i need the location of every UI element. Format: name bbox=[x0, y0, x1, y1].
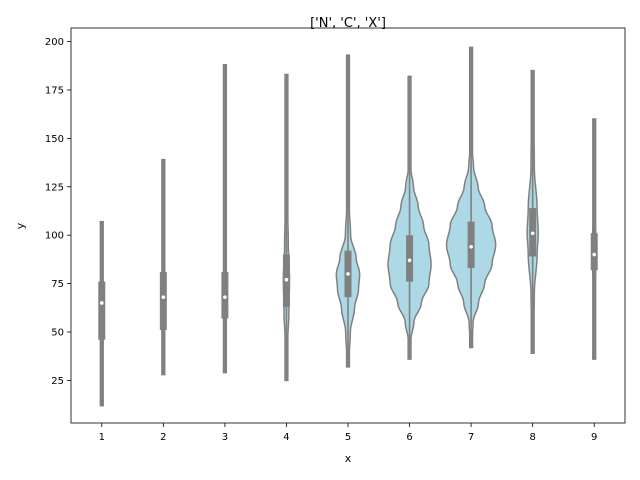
y-tick-label: 25 bbox=[51, 376, 64, 387]
x-tick-label: 7 bbox=[468, 432, 474, 443]
x-tick-label: 1 bbox=[99, 432, 105, 443]
x-tick-label: 4 bbox=[283, 432, 289, 443]
violin-iqr-box bbox=[467, 221, 475, 269]
x-axis-label: x bbox=[345, 452, 352, 465]
x-tick-label: 8 bbox=[529, 432, 535, 443]
violins-group bbox=[98, 46, 598, 407]
y-tick-label: 175 bbox=[45, 85, 64, 96]
y-axis-label: y bbox=[14, 222, 27, 229]
violin-iqr-box bbox=[406, 235, 414, 282]
violin-median bbox=[99, 301, 104, 305]
violin-iqr-box bbox=[221, 271, 229, 319]
y-tick-label: 75 bbox=[51, 279, 64, 290]
y-tick-label: 200 bbox=[45, 37, 64, 48]
y-tick-label: 125 bbox=[45, 182, 64, 193]
violin-median bbox=[161, 295, 166, 299]
violin-iqr-box bbox=[590, 233, 598, 271]
violin-median bbox=[407, 258, 412, 263]
x-tick-label: 5 bbox=[345, 432, 351, 443]
chart-title: ['N', 'C', 'X'] bbox=[310, 16, 386, 31]
x-tick-label: 2 bbox=[160, 432, 166, 443]
x-tick-label: 6 bbox=[406, 432, 412, 443]
x-axis: 1 2 3 4 5 6 7 8 9 bbox=[99, 423, 597, 443]
violin-median bbox=[346, 272, 350, 276]
violin-median bbox=[284, 277, 289, 282]
y-tick-label: 100 bbox=[45, 231, 64, 242]
y-tick-label: 50 bbox=[51, 327, 64, 338]
violin-iqr-box bbox=[98, 281, 106, 340]
x-tick-label: 3 bbox=[222, 432, 228, 443]
x-tick-label: 9 bbox=[591, 432, 597, 443]
y-axis: 25 50 75 100 125 150 175 200 bbox=[45, 37, 71, 387]
violin-median bbox=[592, 252, 597, 257]
violin-median bbox=[469, 244, 473, 249]
violin-iqr-box bbox=[159, 271, 167, 331]
violin-median bbox=[530, 231, 535, 236]
y-tick-label: 150 bbox=[45, 134, 64, 145]
violin-median bbox=[223, 295, 227, 299]
